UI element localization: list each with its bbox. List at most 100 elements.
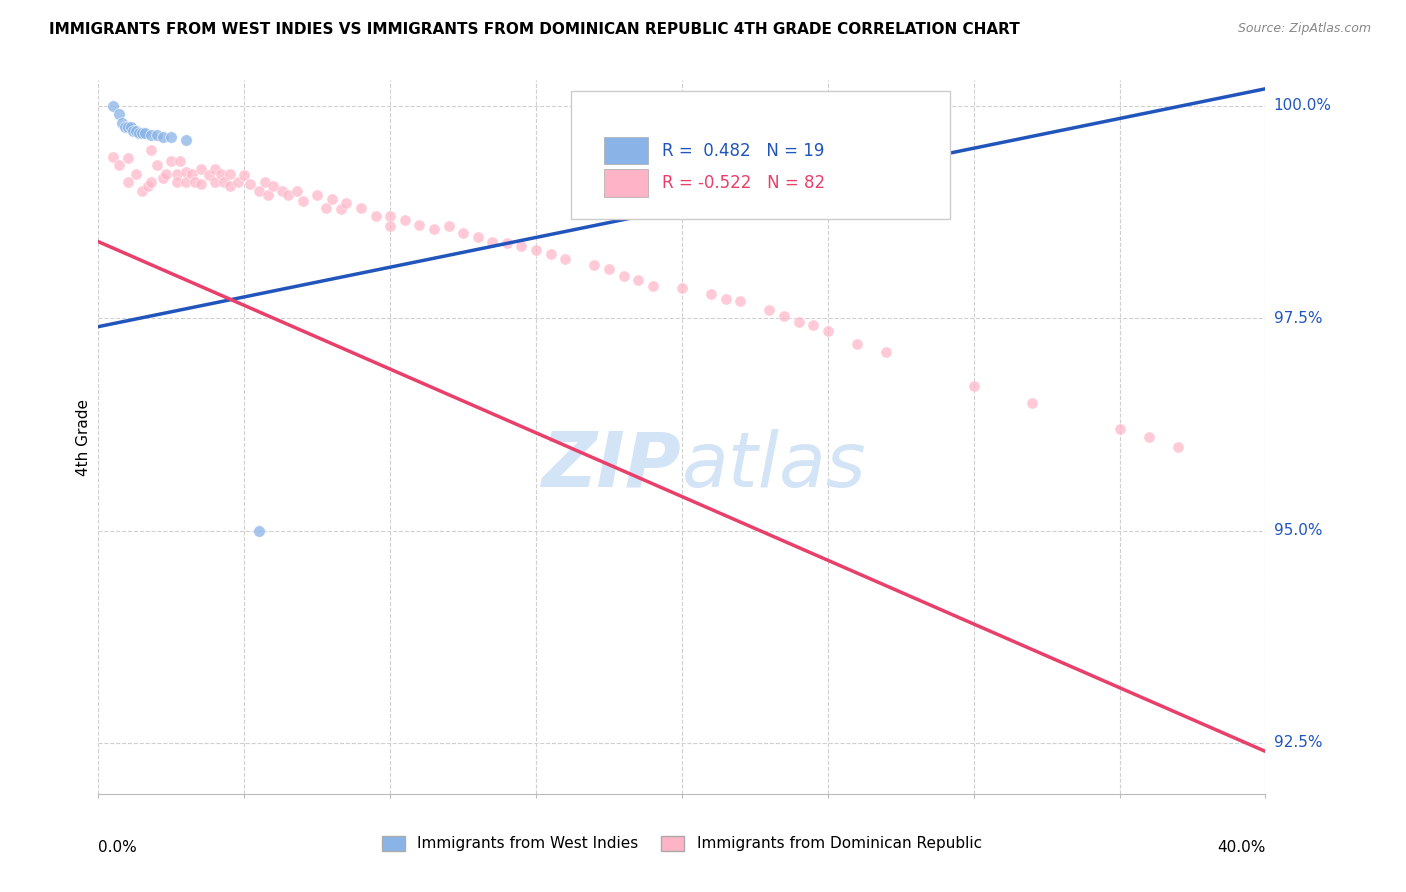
Point <box>155 167 177 181</box>
Point <box>554 252 576 266</box>
Point <box>329 202 352 217</box>
Point <box>1108 421 1130 435</box>
Point <box>204 162 226 177</box>
Point <box>152 130 174 145</box>
Text: R =  0.482   N = 19: R = 0.482 N = 19 <box>662 142 824 160</box>
Text: 97.5%: 97.5% <box>1274 310 1322 326</box>
Point <box>846 336 869 351</box>
Point <box>350 201 373 215</box>
Point <box>262 179 284 194</box>
Text: ZIP: ZIP <box>543 429 682 502</box>
Bar <box>603 137 648 164</box>
Point <box>524 243 547 257</box>
Point <box>239 177 262 191</box>
Text: 92.5%: 92.5% <box>1274 735 1322 750</box>
Point <box>253 175 276 189</box>
Point <box>134 126 156 140</box>
Point <box>166 175 188 189</box>
Point <box>1137 430 1160 444</box>
Point <box>117 152 139 166</box>
Text: IMMIGRANTS FROM WEST INDIES VS IMMIGRANTS FROM DOMINICAN REPUBLIC 4TH GRADE CORR: IMMIGRANTS FROM WEST INDIES VS IMMIGRANT… <box>49 22 1019 37</box>
Point <box>218 167 240 181</box>
Legend: Immigrants from West Indies, Immigrants from Dominican Republic: Immigrants from West Indies, Immigrants … <box>375 830 988 857</box>
Point <box>496 236 519 251</box>
Point <box>166 167 188 181</box>
Point <box>846 100 869 114</box>
Text: Source: ZipAtlas.com: Source: ZipAtlas.com <box>1237 22 1371 36</box>
Point <box>583 259 606 273</box>
Text: R = -0.522   N = 82: R = -0.522 N = 82 <box>662 174 825 192</box>
Point <box>787 315 810 329</box>
Point <box>714 293 737 307</box>
Point <box>510 239 533 253</box>
Point <box>598 261 620 276</box>
Point <box>180 167 202 181</box>
Point <box>730 294 752 309</box>
Point <box>128 126 150 140</box>
Y-axis label: 4th Grade: 4th Grade <box>76 399 91 475</box>
Point <box>190 177 212 191</box>
Point <box>307 188 329 202</box>
Point <box>380 219 402 234</box>
Text: 0.0%: 0.0% <box>98 840 138 855</box>
Point <box>247 184 270 198</box>
Point <box>700 287 723 301</box>
Point <box>190 162 212 177</box>
Point <box>364 209 387 223</box>
Point <box>101 150 124 164</box>
Point <box>700 100 723 114</box>
Point <box>152 171 174 186</box>
Point <box>146 158 169 172</box>
Point <box>125 167 148 181</box>
Point <box>801 318 824 332</box>
Point <box>1167 440 1189 454</box>
Point <box>612 268 634 283</box>
Bar <box>603 169 648 196</box>
Text: 40.0%: 40.0% <box>1218 840 1265 855</box>
Point <box>467 230 489 244</box>
Point <box>321 192 343 206</box>
Point <box>131 126 153 140</box>
Point <box>117 120 139 134</box>
Point <box>174 165 197 179</box>
Point <box>247 524 270 538</box>
Point <box>271 184 294 198</box>
Point <box>174 175 197 189</box>
Point <box>139 175 162 189</box>
Point <box>212 175 235 189</box>
Point <box>108 158 131 172</box>
Point <box>122 124 145 138</box>
Point <box>169 153 191 168</box>
Point <box>218 179 240 194</box>
Point <box>160 130 183 145</box>
Point <box>198 169 221 183</box>
Text: 100.0%: 100.0% <box>1274 98 1331 113</box>
Point <box>209 167 232 181</box>
Point <box>315 201 337 215</box>
Point <box>962 379 984 393</box>
Point <box>101 99 124 113</box>
Point <box>773 310 796 324</box>
Point <box>481 235 503 249</box>
Point <box>394 213 416 227</box>
Point <box>233 169 256 183</box>
Point <box>146 128 169 143</box>
Point <box>451 226 474 240</box>
Point <box>423 222 446 236</box>
Point <box>136 179 159 194</box>
Point <box>125 124 148 138</box>
Point <box>627 273 650 287</box>
Point <box>228 175 250 189</box>
Point <box>117 175 139 189</box>
Text: atlas: atlas <box>682 429 866 502</box>
Point <box>758 302 780 317</box>
Point <box>380 209 402 223</box>
Point <box>1021 396 1043 410</box>
Point <box>111 116 134 130</box>
Point <box>139 143 162 157</box>
Point <box>256 188 278 202</box>
Point <box>540 247 562 261</box>
Point <box>875 345 897 359</box>
Point <box>160 153 183 168</box>
Point <box>108 107 131 121</box>
